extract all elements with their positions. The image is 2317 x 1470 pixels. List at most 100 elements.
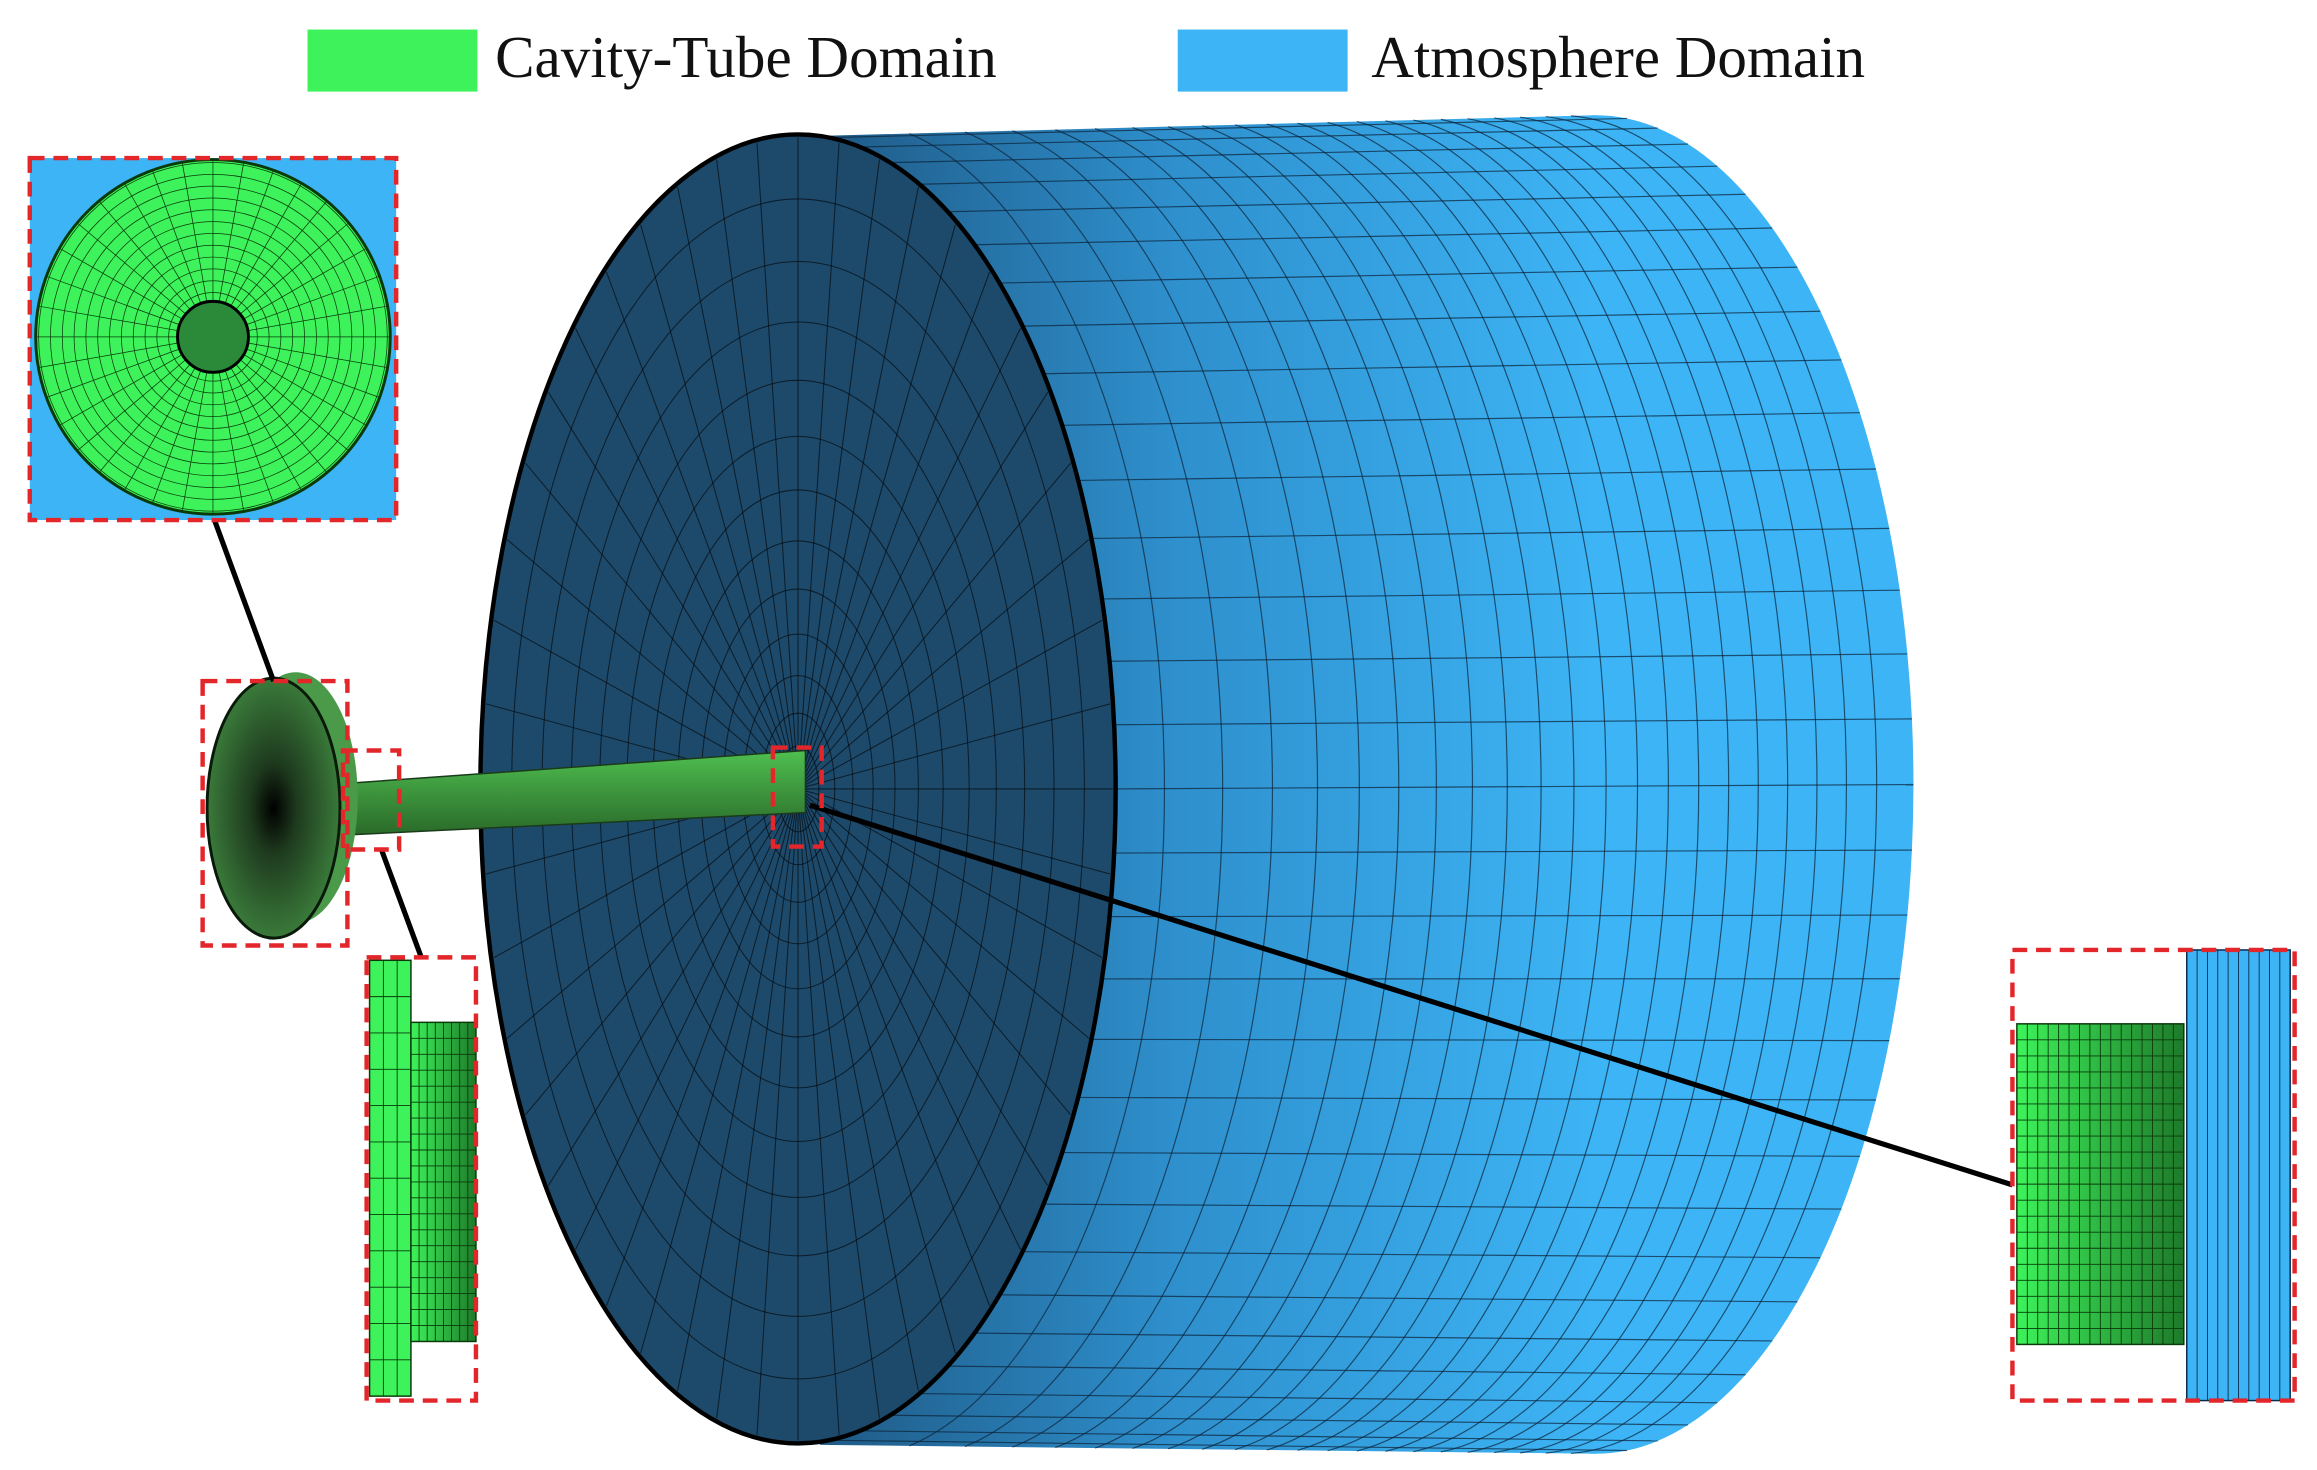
- inset-tube-circle: [176, 299, 250, 374]
- mesh-line: [76, 359, 187, 452]
- mesh-line: [98, 363, 191, 473]
- mesh-line: [243, 354, 367, 426]
- mesh-line: [909, 132, 1166, 1447]
- mesh-line: [525, 462, 799, 790]
- mesh-line: [1094, 128, 1360, 1449]
- mesh-line: [964, 131, 1224, 1448]
- mesh-line: [1109, 653, 1908, 662]
- legend-label: Cavity-Tube Domain: [495, 24, 997, 90]
- mesh-line: [1062, 412, 1860, 426]
- legend-label: Atmosphere Domain: [1371, 24, 1865, 90]
- mesh-line: [1091, 1038, 1890, 1042]
- mesh-line: [640, 788, 799, 1354]
- mesh-line: [797, 788, 1111, 875]
- mesh-line: [999, 1294, 1798, 1303]
- mesh-ring: [132, 256, 294, 417]
- mesh-line: [797, 788, 1049, 1186]
- mesh-line: [1114, 849, 1912, 854]
- mesh-line: [1022, 1251, 1821, 1259]
- mesh-line: [797, 619, 1103, 790]
- mesh-line: [224, 370, 274, 504]
- mesh-line: [797, 788, 991, 1306]
- mesh-line: [230, 183, 302, 307]
- mesh-line: [1114, 718, 1912, 726]
- mesh-line: [218, 162, 245, 302]
- mesh-line: [797, 462, 1071, 790]
- inset-mesh: [35, 159, 391, 515]
- mesh-line: [677, 186, 799, 790]
- legend-swatch: [1177, 29, 1348, 92]
- mesh-line: [1062, 1151, 1860, 1157]
- mesh-ring: [73, 197, 353, 477]
- connector: [809, 802, 2014, 1188]
- mesh-line: [1115, 783, 1914, 790]
- connector: [378, 848, 424, 959]
- mesh-ring: [168, 292, 258, 382]
- mesh-line: [890, 143, 1689, 164]
- mesh-line: [716, 788, 799, 1419]
- mesh-line: [974, 1332, 1773, 1342]
- mesh-line: [797, 392, 1049, 790]
- mesh-line: [224, 170, 274, 304]
- mesh-line: [716, 159, 799, 789]
- mesh-line: [506, 788, 799, 1039]
- mesh-line: [756, 788, 799, 1435]
- mesh-line: [1091, 527, 1890, 540]
- mesh-line: [797, 271, 991, 790]
- mesh-line: [974, 227, 1773, 246]
- mesh-ring: [50, 173, 376, 500]
- mesh-line: [575, 788, 799, 1250]
- mesh-line: [797, 788, 1071, 1116]
- mesh-line: [797, 788, 880, 1419]
- mesh-line: [797, 788, 1090, 1039]
- mesh-line: [181, 162, 208, 302]
- mesh-line: [797, 703, 1111, 790]
- mesh-line: [525, 788, 799, 1116]
- zoom-box: [364, 955, 479, 1403]
- mesh-line: [243, 247, 367, 320]
- mesh-line: [218, 371, 245, 512]
- mesh-line: [575, 328, 799, 790]
- mesh-line: [829, 1439, 1627, 1452]
- mesh-line: [1078, 468, 1876, 481]
- zoom-box: [2010, 947, 2297, 1403]
- mesh-line: [38, 305, 179, 332]
- zoom-box: [200, 678, 350, 948]
- mesh-line: [859, 1430, 1658, 1442]
- mesh-line: [797, 788, 919, 1391]
- mesh-line: [235, 363, 328, 473]
- mesh-line: [797, 142, 840, 789]
- mesh-line: [605, 271, 799, 790]
- mesh-ring: [121, 244, 305, 429]
- mesh-line: [493, 788, 799, 959]
- mesh-line: [1043, 1203, 1842, 1210]
- mesh-line: [919, 1392, 1718, 1404]
- mesh-line: [1012, 130, 1274, 1448]
- mesh-line: [1101, 589, 1900, 600]
- mesh-ring: [61, 185, 365, 488]
- mesh-line: [677, 788, 799, 1391]
- mesh-line: [756, 142, 799, 789]
- mesh-line: [1043, 359, 1842, 375]
- mesh-line: [246, 348, 380, 398]
- mesh-line: [1055, 129, 1319, 1449]
- mesh-line: [797, 159, 880, 789]
- mesh-line: [640, 224, 799, 790]
- mesh-line: [246, 275, 380, 326]
- side-mesh: [829, 115, 1914, 1455]
- mesh-line: [797, 788, 840, 1435]
- mesh-ring: [85, 209, 341, 465]
- mesh-line: [76, 222, 187, 315]
- mesh-line: [124, 367, 196, 491]
- mesh-line: [1022, 310, 1821, 327]
- mesh-line: [797, 224, 956, 790]
- mesh-line: [98, 200, 191, 310]
- mesh-line: [38, 342, 179, 368]
- mesh-line: [247, 342, 388, 368]
- mesh-ring: [38, 162, 388, 512]
- mesh-line: [46, 348, 180, 398]
- mesh-ring: [109, 233, 317, 441]
- mesh-line: [247, 305, 388, 332]
- mesh-line: [235, 200, 328, 310]
